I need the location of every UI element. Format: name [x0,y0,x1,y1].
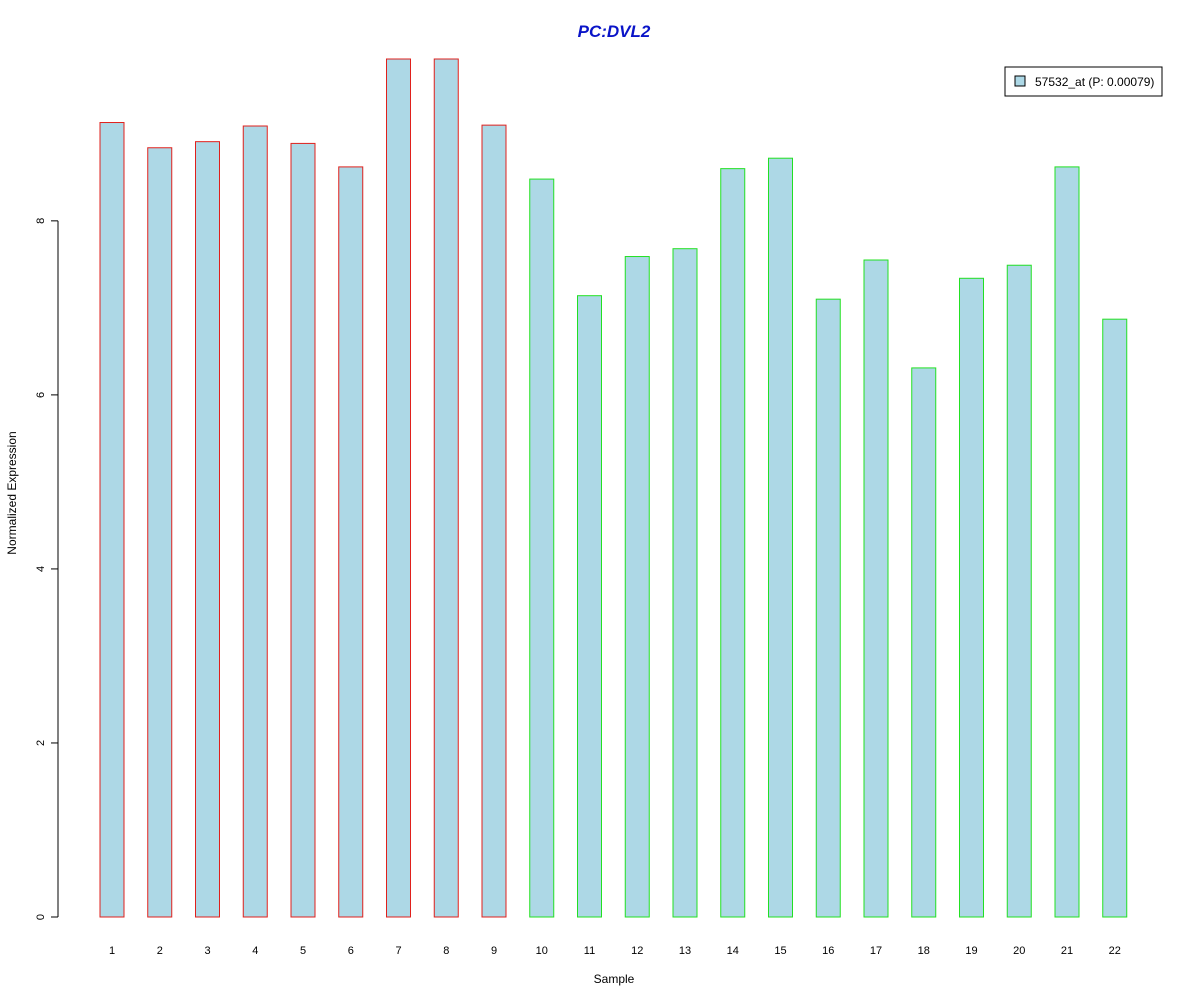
bar-sample-7 [386,58,411,918]
y-axis-label: Normalized Expression [5,431,19,554]
x-axis-tick-label: 8 [443,945,449,957]
legend-swatch [1014,75,1026,87]
bars [99,58,1128,918]
x-axis-tick-label: 4 [252,945,258,957]
x-axis-label: Sample [594,972,635,986]
legend: 57532_at (P: 0.00079) [1004,66,1163,97]
x-axis-tick-label: 16 [822,945,834,957]
bar-sample-9 [481,124,507,918]
bar-sample-4 [242,125,268,918]
legend-entry-label: 57532_at (P: 0.00079) [1035,75,1154,89]
x-axis-tick-label: 19 [965,945,977,957]
bar-sample-12 [624,256,650,918]
x-axis-tick-label: 10 [536,945,548,957]
y-axis: 0 2 4 6 8 [35,218,59,920]
bar-sample-17 [863,259,889,918]
x-axis-tick-label: 11 [584,945,595,957]
x-axis-tick-label: 6 [348,945,354,957]
bar-sample-6 [338,166,364,918]
x-axis-tick-label: 13 [679,945,691,957]
x-axis-tick-label: 12 [631,945,643,957]
bar-sample-19 [959,277,984,918]
bar-sample-8 [433,58,459,918]
x-axis-tick-label: 15 [774,945,786,957]
legend-box [1004,66,1163,97]
x-axis-tick-label: 21 [1061,945,1073,957]
bar-sample-20 [1006,264,1032,918]
x-axis-tick-label: 9 [491,945,497,957]
x-axis-tick-label: 7 [395,945,401,957]
bar-sample-22 [1102,318,1128,918]
x-axis-tick-label: 18 [918,945,930,957]
y-axis-tick-label: 0 [35,914,47,920]
x-axis-tick-label: 22 [1109,945,1121,957]
x-axis-tick-label: 20 [1013,945,1025,957]
y-axis-tick-label: 4 [35,566,47,572]
y-axis-tick-label: 8 [35,218,47,224]
bar-sample-21 [1054,166,1080,918]
x-axis-tick-labels: 1 2 3 4 5 6 7 8 9 10 11 12 13 14 15 16 17 18 19 20 21 22 [109,945,1121,957]
bar-sample-3 [195,141,220,918]
bar-sample-15 [768,157,793,918]
bar-sample-10 [529,178,555,918]
chart-title: PC:DVL2 [578,22,651,41]
bar-sample-5 [290,142,316,918]
x-axis-tick-label: 5 [300,945,306,957]
x-axis-tick-label: 2 [157,945,163,957]
x-axis-tick-label: 17 [870,945,882,957]
bar-sample-14 [720,168,746,918]
y-axis-tick-label: 2 [35,740,47,746]
x-axis-tick-label: 3 [204,945,210,957]
bar-sample-13 [672,248,698,918]
bar-sample-18 [911,367,937,918]
y-axis-tick-label: 6 [35,392,47,398]
x-axis-tick-label: 14 [727,945,739,957]
bar-sample-11 [577,295,602,918]
bar-sample-16 [815,298,841,918]
bar-sample-2 [147,147,173,918]
x-axis-tick-label: 1 [109,945,115,957]
bar-sample-1 [99,122,125,918]
